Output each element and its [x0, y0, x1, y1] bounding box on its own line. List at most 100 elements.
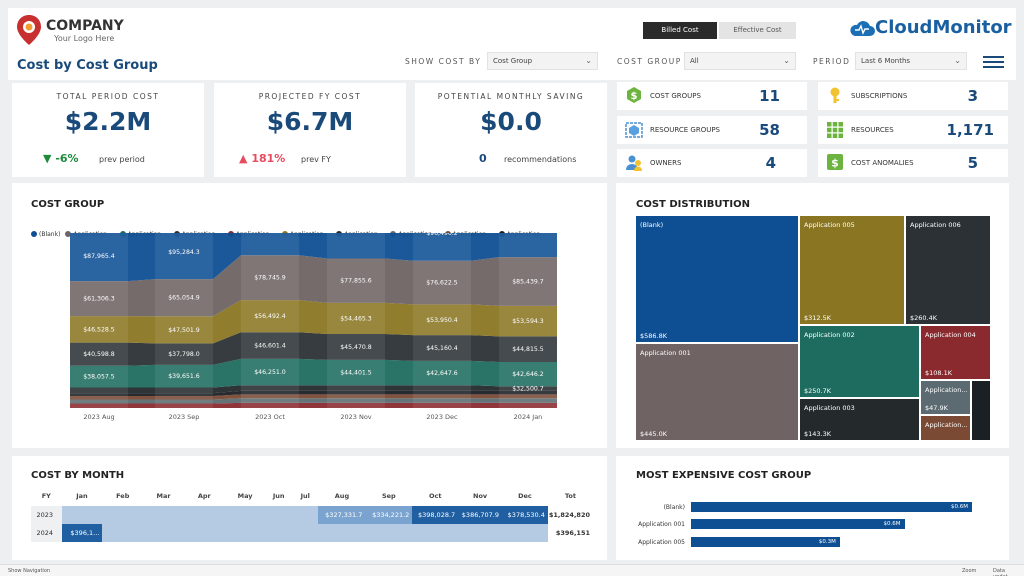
column-header[interactable]: Jan	[76, 492, 88, 500]
data-label: $38,057.5	[83, 374, 115, 381]
column-header[interactable]: Dec	[518, 492, 532, 500]
column-header[interactable]: Nov	[473, 492, 488, 500]
treemap-cell-value: $260.4K	[910, 314, 938, 322]
effective-cost-toggle[interactable]: Effective Cost	[719, 22, 796, 39]
column-highlight[interactable]	[155, 233, 213, 408]
total-cell: $1,824,820	[548, 511, 590, 519]
month-cell[interactable]	[224, 524, 266, 542]
treemap-cell[interactable]: Application 005 $312.5K	[799, 215, 905, 325]
data-label: $47,501.9	[168, 327, 200, 334]
kpi-delta: ▲ 181%	[239, 152, 286, 165]
month-cell[interactable]	[365, 524, 413, 542]
month-cell[interactable]: $386,707.9	[458, 506, 503, 524]
expense-bar[interactable]: $0.6M	[691, 502, 972, 512]
kpi-delta-label: prev FY	[301, 155, 331, 164]
treemap-cell[interactable]: Application...	[920, 415, 971, 441]
treemap-cell[interactable]: (Blank) $586.8K	[635, 215, 799, 343]
month-cell[interactable]: $378,530.4	[502, 506, 548, 524]
month-cell[interactable]	[318, 524, 366, 542]
month-cell[interactable]: $396,1...	[61, 524, 103, 542]
table-row[interactable]: 2024 $396,1... $396,151	[31, 524, 593, 542]
treemap-cell[interactable]: Application 004 $108.1K	[920, 325, 991, 380]
expense-bar[interactable]: $0.6M	[691, 519, 905, 529]
treemap-cell[interactable]: Application 002 $250.7K	[799, 325, 920, 398]
column-header[interactable]: May	[237, 492, 253, 500]
column-header[interactable]: Apr	[197, 492, 211, 500]
stat-owners[interactable]: OWNERS 4	[617, 149, 807, 177]
month-cell[interactable]	[143, 506, 184, 524]
column-highlight[interactable]	[241, 233, 299, 408]
section-title: MOST EXPENSIVE COST GROUP	[636, 470, 812, 481]
month-cell[interactable]: $398,028.7	[412, 506, 459, 524]
grid-icon	[827, 122, 843, 138]
chevron-down-icon: ⌄	[585, 56, 592, 65]
stat-subscriptions[interactable]: SUBSCRIPTIONS 3	[818, 82, 1008, 110]
month-cell[interactable]	[412, 524, 459, 542]
month-cell[interactable]	[143, 524, 184, 542]
column-highlight[interactable]	[499, 233, 557, 408]
stat-value: 1,171	[946, 121, 994, 139]
treemap-cell[interactable]: Application 003 $143.3K	[799, 398, 920, 441]
kpi-total-card: TOTAL PERIOD COST $2.2M ▼ -6% prev perio…	[12, 83, 204, 177]
column-highlight[interactable]	[70, 233, 128, 408]
company-name: COMPANY	[46, 18, 124, 34]
area-series[interactable]	[70, 394, 557, 400]
month-cell[interactable]	[291, 524, 319, 542]
month-cell[interactable]	[61, 506, 103, 524]
month-cell[interactable]	[291, 506, 319, 524]
month-cell[interactable]: $327,331.7	[318, 506, 366, 524]
stat-resources[interactable]: RESOURCES 1,171	[818, 116, 1008, 144]
month-cell[interactable]: $334,221.2	[365, 506, 413, 524]
column-header[interactable]: Aug	[334, 492, 350, 500]
month-cell[interactable]	[102, 524, 144, 542]
treemap-cell[interactable]: Application 001 $445.0K	[635, 343, 799, 441]
show-navigation-link[interactable]: Show Navigation	[8, 568, 51, 574]
area-series[interactable]	[70, 390, 557, 397]
area-series[interactable]	[70, 332, 557, 366]
column-header[interactable]: FY	[41, 492, 51, 500]
area-series[interactable]	[70, 300, 557, 344]
column-header[interactable]: Tot	[564, 492, 577, 500]
treemap-cell[interactable]	[971, 380, 991, 441]
area-series[interactable]	[70, 385, 557, 394]
brand-name: CloudMonitor	[875, 17, 1012, 38]
legend-item[interactable]: (Blank)	[31, 231, 60, 238]
treemap-cell[interactable]: Application... $47.9K	[920, 380, 971, 415]
column-highlight[interactable]	[327, 233, 385, 408]
column-header[interactable]: Oct	[428, 492, 442, 500]
data-label: $78,745.9	[254, 275, 286, 282]
month-cell[interactable]	[183, 524, 225, 542]
column-header[interactable]: Jul	[300, 492, 310, 500]
column-header[interactable]: Jun	[272, 492, 285, 500]
period-dropdown[interactable]: Last 6 Months ⌄	[855, 52, 967, 70]
column-header[interactable]: Sep	[381, 492, 396, 500]
column-header[interactable]: Mar	[156, 492, 171, 500]
column-highlight[interactable]	[413, 233, 471, 408]
table-row[interactable]: 2023 $327,331.7 $334,221.2 $398,028.7 $386,7…	[31, 506, 593, 524]
area-series[interactable]	[70, 402, 557, 408]
expense-bar[interactable]: $0.3M	[691, 537, 840, 547]
month-cell[interactable]	[265, 506, 292, 524]
area-series[interactable]	[70, 255, 557, 317]
data-label: $87,965.4	[83, 253, 115, 260]
stat-cost-groups[interactable]: $ COST GROUPS 11	[617, 82, 807, 110]
show-cost-by-dropdown[interactable]: Cost Group ⌄	[487, 52, 598, 70]
treemap-cell-label: Application...	[925, 386, 968, 394]
bar-label: (Blank)	[663, 504, 685, 511]
month-cell[interactable]	[183, 506, 225, 524]
column-header[interactable]: Feb	[116, 492, 130, 500]
stat-anomalies[interactable]: $ COST ANOMALIES 5	[818, 149, 1008, 177]
month-cell[interactable]	[265, 524, 292, 542]
treemap-cell[interactable]: Application 006 $260.4K	[905, 215, 991, 325]
month-cell[interactable]	[102, 506, 144, 524]
hamburger-menu-icon[interactable]	[983, 56, 1004, 68]
month-cell[interactable]	[458, 524, 503, 542]
month-cell[interactable]	[224, 506, 266, 524]
month-cell[interactable]	[502, 524, 548, 542]
area-series[interactable]	[70, 398, 557, 404]
billed-cost-toggle[interactable]: Billed Cost	[643, 22, 717, 39]
cost-group-dropdown[interactable]: All ⌄	[684, 52, 796, 70]
stat-resource-groups[interactable]: RESOURCE GROUPS 58	[617, 116, 807, 144]
area-series[interactable]	[70, 358, 557, 388]
area-series[interactable]	[70, 233, 557, 282]
